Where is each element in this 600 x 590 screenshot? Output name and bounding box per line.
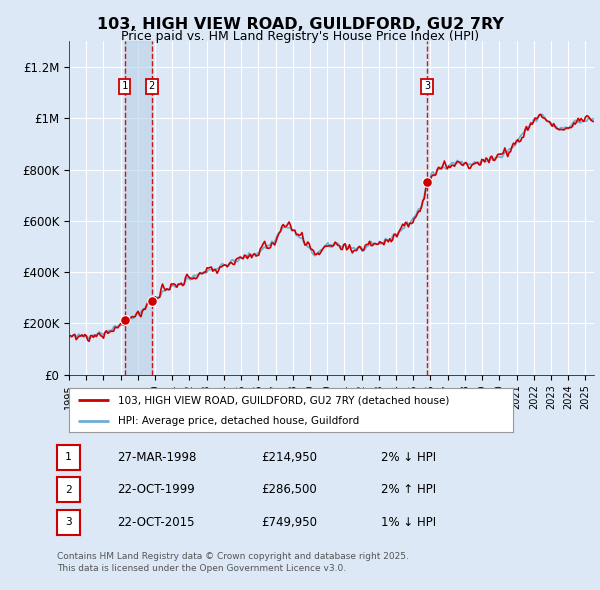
Text: 3: 3: [424, 81, 430, 91]
Text: 1: 1: [121, 81, 128, 91]
Text: Contains HM Land Registry data © Crown copyright and database right 2025.
This d: Contains HM Land Registry data © Crown c…: [57, 552, 409, 573]
Text: £286,500: £286,500: [261, 483, 317, 496]
Text: 2% ↑ HPI: 2% ↑ HPI: [381, 483, 436, 496]
Text: £214,950: £214,950: [261, 451, 317, 464]
Text: 3: 3: [65, 517, 72, 527]
Text: £749,950: £749,950: [261, 516, 317, 529]
Bar: [125, 41, 152, 375]
Text: 103, HIGH VIEW ROAD, GUILDFORD, GU2 7RY: 103, HIGH VIEW ROAD, GUILDFORD, GU2 7RY: [97, 17, 503, 32]
Text: 27-MAR-1998: 27-MAR-1998: [117, 451, 196, 464]
Text: 22-OCT-1999: 22-OCT-1999: [117, 483, 195, 496]
Text: 2: 2: [65, 485, 72, 494]
Text: 2% ↓ HPI: 2% ↓ HPI: [381, 451, 436, 464]
Text: 1: 1: [65, 453, 72, 462]
Text: Price paid vs. HM Land Registry's House Price Index (HPI): Price paid vs. HM Land Registry's House …: [121, 30, 479, 43]
Text: 2: 2: [149, 81, 155, 91]
Text: 22-OCT-2015: 22-OCT-2015: [117, 516, 194, 529]
Text: 1% ↓ HPI: 1% ↓ HPI: [381, 516, 436, 529]
Text: 103, HIGH VIEW ROAD, GUILDFORD, GU2 7RY (detached house): 103, HIGH VIEW ROAD, GUILDFORD, GU2 7RY …: [118, 395, 449, 405]
Text: HPI: Average price, detached house, Guildford: HPI: Average price, detached house, Guil…: [118, 416, 359, 426]
